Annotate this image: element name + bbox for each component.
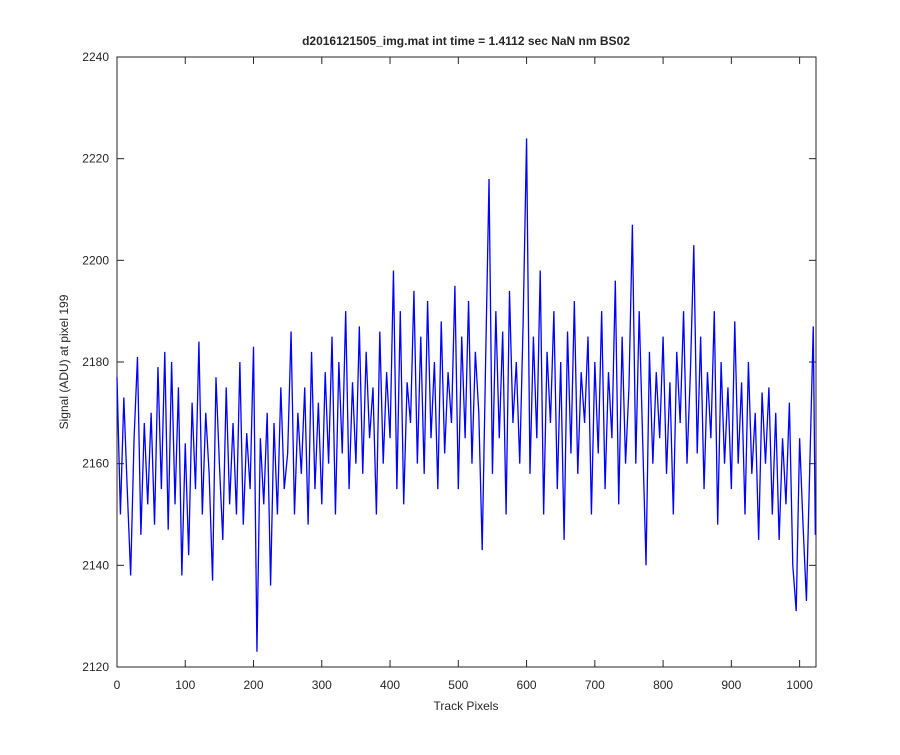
y-tick-label: 2140: [82, 558, 109, 572]
x-tick-label: 800: [653, 678, 673, 692]
x-tick-label: 1000: [786, 678, 813, 692]
y-axis-label: Signal (ADU) at pixel 199: [57, 294, 71, 429]
x-tick-label: 700: [585, 678, 605, 692]
x-axis-label: Track Pixels: [434, 699, 499, 713]
x-tick-label: 600: [517, 678, 537, 692]
data-line: [116, 138, 816, 652]
y-tick-label: 2220: [82, 152, 109, 166]
chart-title: d2016121505_img.mat int time = 1.4112 se…: [302, 34, 630, 48]
x-tick-label: 900: [721, 678, 741, 692]
x-tick-label: 400: [380, 678, 400, 692]
x-tick-label: 100: [175, 678, 195, 692]
x-tick-label: 500: [448, 678, 468, 692]
x-tick-label: 200: [244, 678, 264, 692]
y-tick-label: 2180: [82, 355, 109, 369]
x-tick-label: 300: [312, 678, 332, 692]
y-tick-label: 2120: [82, 660, 109, 674]
y-tick-label: 2200: [82, 253, 109, 267]
y-tick-label: 2240: [82, 50, 109, 64]
y-tick-label: 2160: [82, 457, 109, 471]
x-tick-label: 0: [114, 678, 121, 692]
